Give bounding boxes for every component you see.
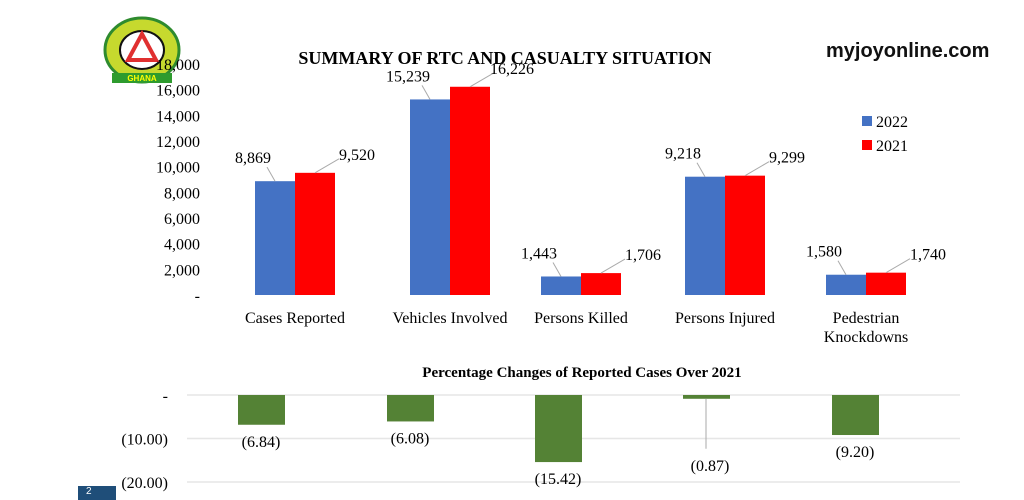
- y-tick-label: 6,000: [164, 211, 200, 228]
- data-label: 1,706: [625, 247, 661, 264]
- data-label: (6.84): [242, 434, 281, 451]
- y-tick-label: -: [195, 288, 200, 305]
- data-label: 15,239: [386, 68, 430, 85]
- leader-line: [600, 258, 626, 274]
- data-label: 1,740: [910, 247, 946, 264]
- y-tick-label: 2,000: [164, 262, 200, 279]
- data-label: (0.87): [691, 458, 730, 475]
- y-tick-label: 12,000: [156, 134, 200, 151]
- y-tick-label: (10.00): [121, 432, 168, 449]
- logo-triangle: [124, 29, 160, 62]
- bar-2022: [410, 99, 450, 295]
- y-tick-label: 16,000: [156, 83, 200, 100]
- data-label: 9,520: [339, 147, 375, 164]
- data-label: (15.42): [535, 471, 582, 488]
- x-tick-label: Knockdowns: [824, 329, 908, 346]
- x-tick-label: Persons Injured: [675, 310, 775, 327]
- data-label: 9,218: [665, 146, 701, 163]
- legend-swatch: [862, 116, 872, 126]
- data-label: 8,869: [235, 150, 271, 167]
- legend-swatch: [862, 140, 872, 150]
- bar-2022: [255, 181, 295, 295]
- data-label: 9,299: [769, 150, 805, 167]
- legend-label: 2022: [876, 114, 908, 131]
- bar-2021: [295, 172, 335, 295]
- bar-2022: [685, 176, 725, 295]
- logo-label: GHANA: [127, 74, 157, 83]
- y-tick-label: 8,000: [164, 185, 200, 202]
- data-label: (9.20): [836, 444, 875, 461]
- y-tick-label: 18,000: [156, 57, 200, 74]
- leader-line: [696, 162, 706, 177]
- pct-bar: [832, 395, 879, 436]
- brand-watermark: myjoyonline.com: [826, 40, 990, 62]
- y-tick-label: 10,000: [156, 160, 200, 177]
- bar-2021: [581, 273, 621, 295]
- leader-line: [469, 72, 495, 88]
- data-label: 16,226: [490, 61, 534, 78]
- bar-2022: [826, 274, 866, 295]
- y-tick-label: 14,000: [156, 108, 200, 125]
- pct-bar: [387, 395, 434, 422]
- x-tick-label: Vehicles Involved: [392, 310, 507, 327]
- bar-2021: [725, 175, 765, 295]
- leader-line: [314, 158, 340, 174]
- data-label: 1,580: [806, 244, 842, 261]
- leader-line: [885, 258, 911, 274]
- y-tick-label: -: [163, 388, 168, 405]
- y-tick-label: 4,000: [164, 237, 200, 254]
- y-tick-label: (20.00): [121, 475, 168, 492]
- pct-bar: [238, 395, 285, 425]
- bar-2022: [541, 276, 581, 295]
- x-tick-label: Pedestrian: [833, 310, 900, 327]
- x-tick-label: Persons Killed: [534, 310, 628, 327]
- bar-2021: [866, 272, 906, 295]
- logo-banner: [112, 73, 172, 83]
- bar-2021: [450, 86, 490, 296]
- leader-line: [421, 85, 431, 100]
- data-label: (6.08): [391, 430, 430, 447]
- leader-line: [266, 166, 276, 182]
- chart2-title: Percentage Changes of Reported Cases Ove…: [422, 365, 741, 381]
- legend-label: 2021: [876, 138, 908, 155]
- data-label: 1,443: [521, 245, 557, 262]
- leader-line: [552, 262, 562, 277]
- chart1-title: SUMMARY OF RTC AND CASUALTY SITUATION: [298, 48, 711, 68]
- leader-line: [744, 161, 770, 177]
- pct-bar: [535, 395, 582, 463]
- x-tick-label: Cases Reported: [245, 310, 345, 327]
- leader-line: [837, 260, 847, 275]
- page-number: 2: [78, 486, 116, 500]
- pct-bar: [683, 395, 730, 399]
